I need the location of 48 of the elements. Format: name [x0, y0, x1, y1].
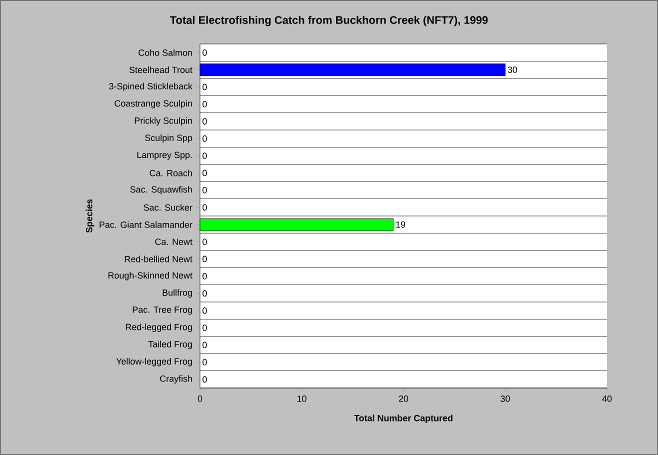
y-tick-label: Yellow-legged Frog — [116, 358, 192, 366]
y-tick-label: Coastrange Sculpin — [114, 100, 192, 108]
y-tick-label: Ca. Roach — [150, 170, 192, 176]
data-label: 0 — [202, 187, 207, 194]
y-axis-title: Species — [86, 199, 94, 233]
y-tick-label: 3-Spined Stickleback — [109, 82, 192, 92]
x-axis-title: Total Number Captured — [354, 414, 452, 424]
data-label: 0 — [202, 324, 207, 331]
data-label: 0 — [202, 204, 207, 211]
data-label: 0 — [202, 118, 207, 125]
data-label: 0 — [202, 376, 207, 383]
chart-title: Total Electrofishing Catch from Buckhorn Creek (NFT7), 1999 — [170, 16, 488, 26]
data-label: 0 — [202, 135, 207, 142]
data-label: 0 — [202, 307, 207, 314]
y-tick-label: Lamprey Spp. — [137, 152, 192, 160]
data-label: 0 — [202, 152, 207, 159]
data-label: 30 — [508, 66, 518, 73]
y-tick-label: Rough-Skinned Newt — [108, 272, 192, 280]
y-tick-label: Sac. Sucker — [144, 204, 192, 211]
y-tick-label: Ca. Newt — [155, 238, 192, 245]
y-tick-label: Tailed Frog — [148, 340, 192, 350]
data-label: 0 — [202, 170, 207, 176]
data-label: 0 — [202, 290, 207, 297]
data-label: 0 — [202, 101, 207, 108]
y-tick-label: Prickly Sculpin — [134, 117, 192, 126]
y-tick-label: Red-bellied Newt — [124, 256, 192, 262]
data-label: 0 — [202, 359, 207, 366]
y-tick-label: Coho Salmon — [138, 49, 192, 56]
y-tick-label: Sculpin Spp — [145, 134, 192, 143]
x-tick-label: 20 — [398, 396, 408, 402]
data-label: 0 — [202, 256, 207, 262]
data-label: 0 — [202, 342, 207, 348]
data-label: 19 — [396, 221, 406, 228]
x-tick-label: 10 — [297, 396, 306, 402]
x-tick-label: 40 — [602, 396, 612, 402]
data-label: 0 — [202, 49, 207, 56]
y-tick-label: Pac. Giant Salamander — [100, 221, 192, 228]
data-label: 0 — [202, 238, 207, 245]
x-tick-label: 0 — [198, 396, 202, 402]
y-tick-label: Steelhead Trout — [129, 66, 192, 74]
data-label: 0 — [202, 273, 207, 280]
x-tick-label: 30 — [500, 396, 510, 402]
y-tick-label: Crayfish — [160, 375, 192, 384]
y-tick-label: Red-legged Frog — [126, 324, 192, 332]
data-label: 0 — [202, 84, 207, 90]
y-tick-label: Bullfrog — [162, 289, 192, 298]
y-tick-label: Sac. Squawfish — [130, 186, 192, 194]
y-tick-label: Pac. Tree Frog — [132, 306, 192, 315]
